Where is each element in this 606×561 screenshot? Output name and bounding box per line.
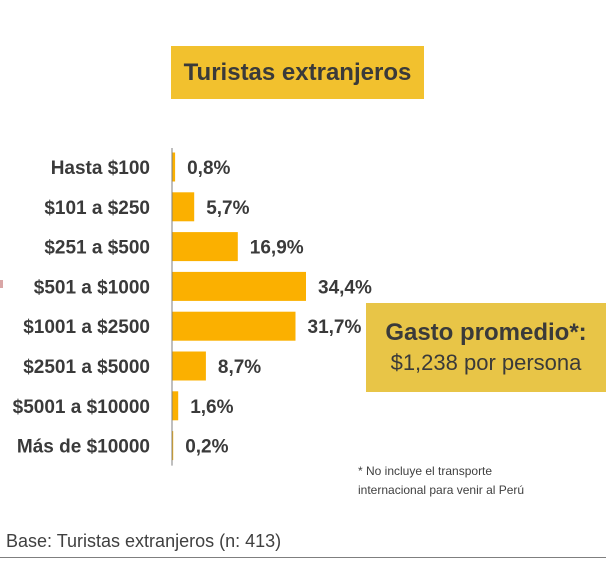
sample-base-note: Base: Turistas extranjeros (n: 413) <box>6 531 282 551</box>
callout-title: Gasto promedio*: <box>385 318 587 346</box>
value-label-3: 34,4% <box>318 277 372 298</box>
bar-7 <box>172 431 174 461</box>
footnote-line-2: internacional para venir al Perú <box>358 483 525 497</box>
bar-4 <box>172 311 296 341</box>
category-label-4: $1001 a $2500 <box>23 317 150 338</box>
average-spend-callout: Gasto promedio*: $1,238 por persona <box>366 303 606 392</box>
value-label-5: 8,7% <box>218 357 261 378</box>
edge-decoration <box>0 280 3 288</box>
category-label-3: $501 a $1000 <box>34 277 150 298</box>
bar-5 <box>172 351 206 381</box>
bottom-divider <box>0 557 606 558</box>
value-label-7: 0,2% <box>185 437 228 458</box>
category-label-0: Hasta $100 <box>51 158 150 179</box>
bar-1 <box>172 192 195 222</box>
category-label-1: $101 a $250 <box>44 198 150 219</box>
value-label-1: 5,7% <box>206 198 249 219</box>
value-label-0: 0,8% <box>187 158 230 179</box>
category-label-7: Más de $10000 <box>17 437 150 458</box>
value-label-6: 1,6% <box>190 397 233 418</box>
value-label-2: 16,9% <box>250 238 304 259</box>
category-label-2: $251 a $500 <box>44 238 150 259</box>
chart-title-box: Turistas extranjeros <box>171 46 424 99</box>
bar-3 <box>172 271 306 301</box>
footnote: * No incluye el transporte internacional… <box>358 462 524 500</box>
category-label-5: $2501 a $5000 <box>23 357 150 378</box>
value-label-4: 31,7% <box>308 317 362 338</box>
bar-6 <box>172 391 179 421</box>
bar-0 <box>172 152 176 182</box>
footnote-line-1: * No incluye el transporte <box>358 464 493 478</box>
bar-2 <box>172 232 238 262</box>
chart-title: Turistas extranjeros <box>183 58 412 86</box>
category-label-6: $5001 a $10000 <box>13 397 150 418</box>
callout-value: $1,238 por persona <box>390 349 582 375</box>
